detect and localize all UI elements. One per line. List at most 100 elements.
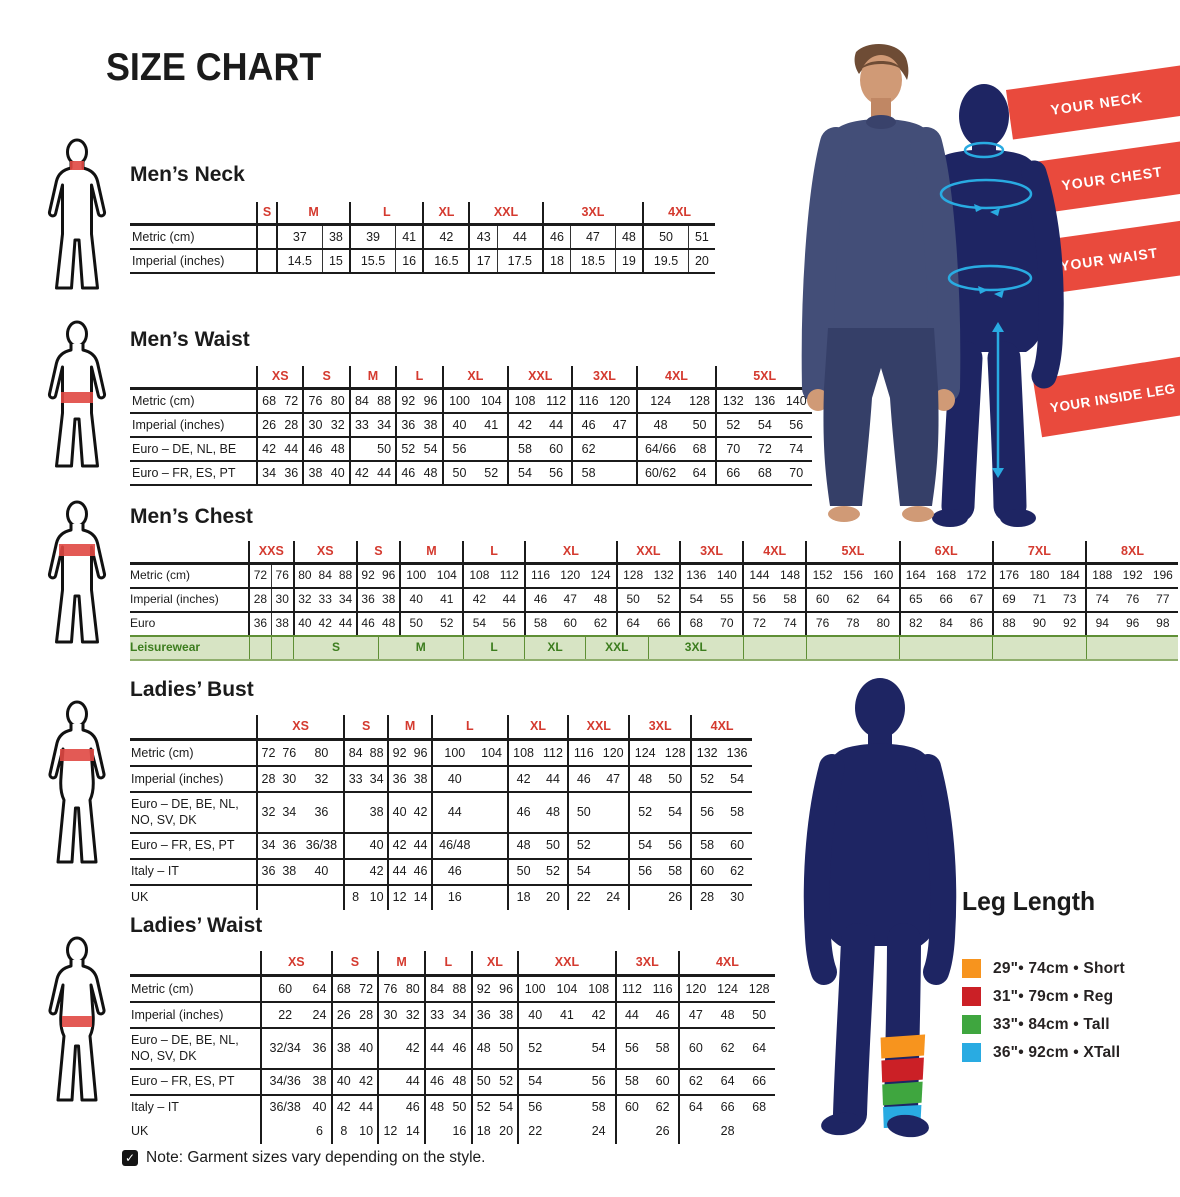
cell: 42 — [255, 437, 281, 462]
cell: 34 — [448, 1002, 472, 1029]
cell — [598, 792, 630, 834]
cell — [248, 636, 272, 661]
cell: 28 — [280, 413, 304, 438]
cell: 24 — [591, 1124, 606, 1139]
bust-highlight — [60, 749, 94, 761]
cell: 42 — [366, 858, 389, 886]
cell: 38 — [278, 858, 300, 886]
cell: 62 — [722, 858, 752, 886]
size-header: 3XL — [614, 951, 679, 977]
cell: 104 — [551, 975, 583, 1003]
cell: 54 — [660, 792, 692, 834]
cell: 40 — [299, 858, 345, 886]
cell: 38 — [366, 792, 389, 834]
cell: 40 — [312, 1100, 327, 1115]
cell: 48 — [614, 224, 644, 250]
cell: 48 — [585, 588, 617, 613]
cell: 44 — [401, 1068, 425, 1096]
size-header: 5XL — [805, 541, 900, 565]
cell: 60 — [677, 1028, 712, 1070]
table-row: Imperial (inches) 28 30 32 33 34 36 38 40 42 44 46 4… — [130, 766, 752, 793]
table-row: Euro – FR, ES, PT 34/36 38 40 42 44 46 48 50 52 54… — [130, 1068, 775, 1096]
cell: 32 — [326, 413, 350, 438]
cell: 38 — [308, 1068, 332, 1096]
table-row: Imperial (inches) 26 28 30 32 33 34 36 38 40 41 42 4… — [130, 413, 812, 438]
cell: 62 — [837, 588, 868, 613]
cell: 47 — [677, 1002, 712, 1029]
color-swatch — [962, 1015, 981, 1034]
table-row: UK 6 8 10 12 14 16 18 20 22 24 26 28 — [130, 1119, 775, 1144]
cell: 52 — [567, 832, 599, 860]
cell — [477, 885, 508, 910]
cell: 54 — [419, 437, 443, 462]
cell: 152 — [805, 563, 838, 589]
cell: 42 — [348, 461, 374, 486]
cell: 48 — [711, 1002, 744, 1029]
t-bust-grid: XS S M L XL XXL 3XL 4XL Metric (cm) 72 76 80 84 88 92 9… — [130, 715, 752, 910]
size-header: L — [462, 541, 525, 565]
cell: 120 — [603, 388, 637, 414]
cell: 64 — [308, 975, 332, 1003]
color-swatch — [962, 987, 981, 1006]
row-label: Leisurewear — [130, 636, 249, 661]
cell: 38 — [302, 461, 327, 486]
cell: 72 — [749, 437, 781, 462]
row-label: Imperial (inches) — [130, 1002, 261, 1029]
cell: 71 — [1024, 588, 1055, 613]
cell: 64 — [711, 1068, 744, 1096]
cell: 54 — [628, 832, 661, 860]
section-mens-waist: Men’s Waist XS S M L XL XXL 3XL 4XL 5XL Metric (c… — [130, 328, 812, 486]
ladies-waist-table: XS S M L XL XXL 3XL 4XL Metric (cm) 60 64 68 72 76 80 8… — [130, 951, 775, 1144]
cell: 69 — [991, 588, 1025, 613]
mens-chest-table: XXS XS S M L XL XXL 3XL 4XL 5XL 6XL 7XL 8XL Metric (c… — [130, 541, 1178, 661]
cell — [551, 1095, 583, 1120]
cell: 100 — [398, 563, 432, 589]
cell: 47 — [555, 588, 586, 613]
cell: 42 — [462, 588, 495, 613]
section-mens-neck: Men’s Neck S M L XL XXL 3XL 4XL Metric (cm) 37 38… — [130, 163, 715, 274]
cell: 132 — [715, 388, 750, 414]
cell — [614, 1119, 648, 1144]
cell: 48 — [506, 832, 539, 860]
cell: 38 — [419, 413, 443, 438]
corner-cell — [130, 541, 249, 565]
size-header: XXL — [507, 366, 573, 390]
cell: 60 — [540, 437, 573, 462]
cell: 100 — [431, 739, 477, 767]
cell: 38 — [410, 766, 433, 793]
cell: 46 — [410, 858, 433, 886]
cell: 44 — [494, 588, 525, 613]
cell: 67 — [961, 588, 993, 613]
cell — [992, 636, 1086, 661]
cell: 54 — [582, 1028, 616, 1070]
cell: 36 — [299, 792, 345, 834]
cell: 43 — [468, 224, 498, 250]
cell: 14 — [413, 890, 428, 905]
cell: 54 — [678, 588, 712, 613]
section-title: Men’s Waist — [130, 328, 250, 351]
row-label: Euro – DE, BE, NL, NO, SV, DK — [130, 792, 257, 834]
cell: 52 — [538, 858, 569, 886]
cell — [628, 884, 661, 910]
cell: 20 — [546, 890, 560, 905]
cell: 72 — [247, 563, 272, 589]
cell: 128 — [683, 388, 717, 414]
cell: 42 — [422, 224, 470, 250]
cell: 65 — [898, 588, 932, 613]
cell: M — [377, 636, 464, 661]
cell: 116 — [647, 975, 679, 1003]
cell: 50 — [615, 588, 649, 613]
cell — [279, 885, 300, 910]
size-header: L — [395, 366, 443, 390]
cell: 136 — [678, 563, 712, 589]
cell: 40 — [326, 461, 350, 486]
cell: 60 — [555, 612, 586, 637]
cell: 44 — [335, 612, 357, 637]
your-inside-leg-banner: YOUR INSIDE LEG — [1033, 354, 1180, 438]
cell: 62 — [711, 1028, 744, 1070]
cell: 16 — [452, 1124, 467, 1139]
section-mens-chest: Men’s Chest XXS XS S M L XL XXL 3XL 4XL 5XL 6XL 7XL… — [130, 505, 1178, 661]
cell: 62 — [585, 612, 617, 637]
cell — [476, 792, 508, 834]
cell: 32 — [299, 766, 345, 793]
